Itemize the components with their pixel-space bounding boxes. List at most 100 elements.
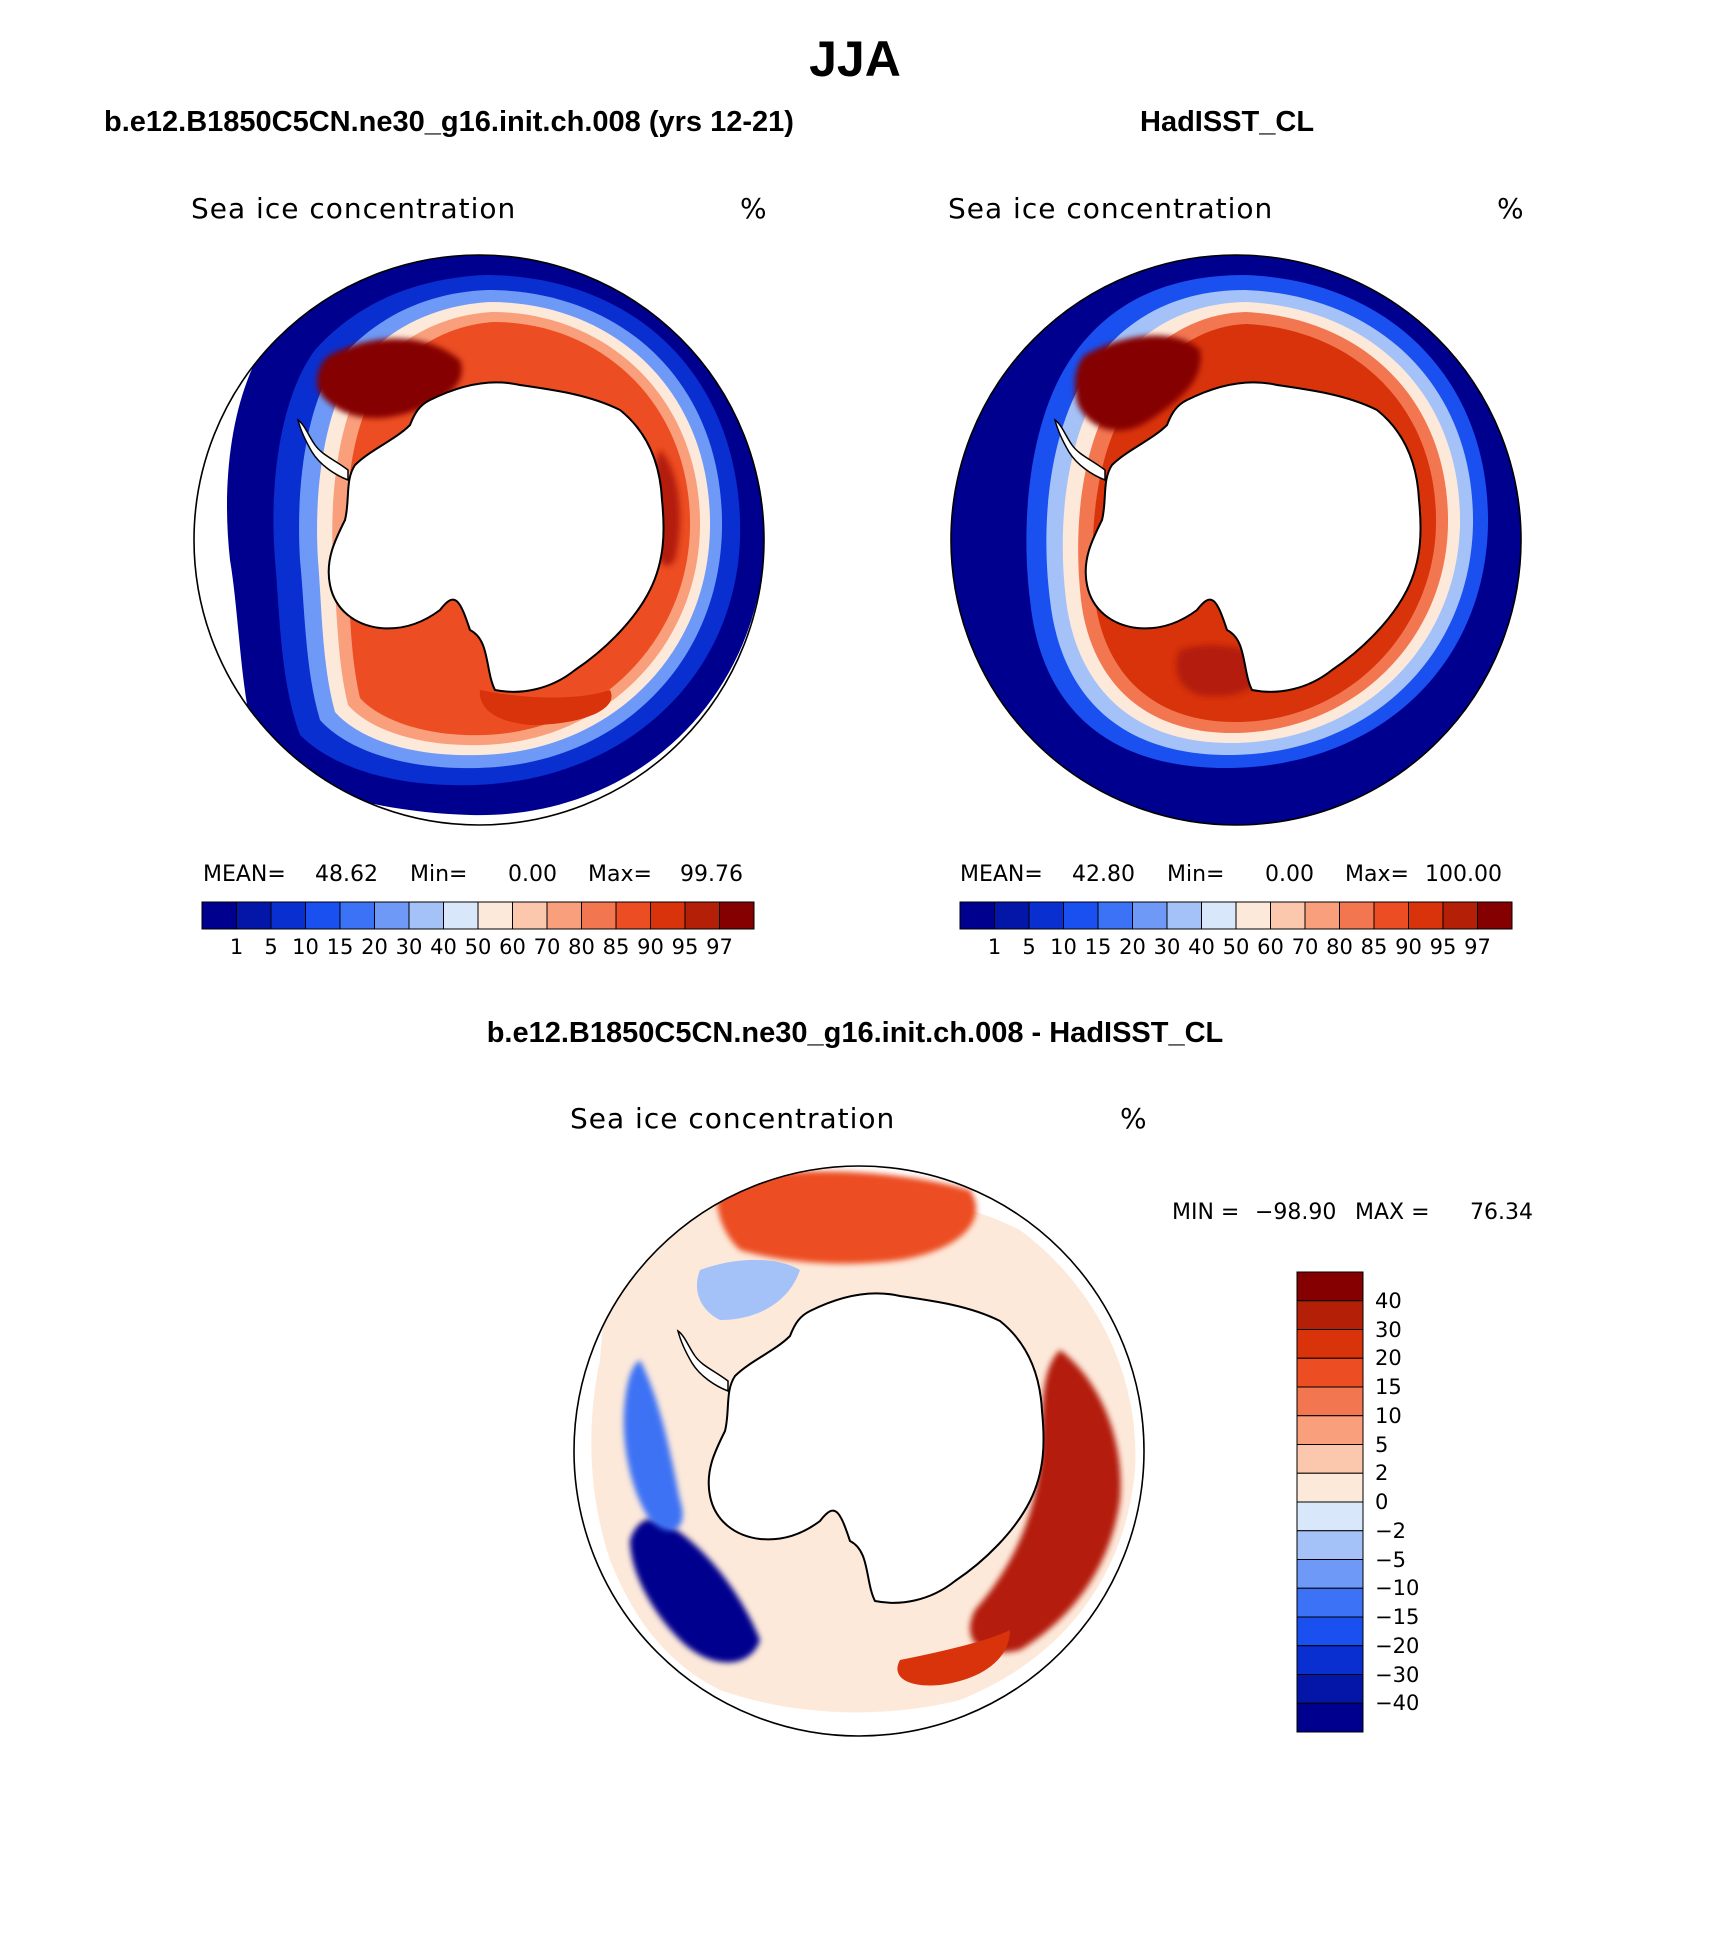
colorbar-2-cell — [959, 901, 995, 930]
colorbar-2-tick-label: 70 — [1291, 935, 1319, 959]
map-3-peninsula — [676, 1329, 729, 1393]
colorbar-2 — [959, 901, 1513, 930]
colorbar-1-tick-label: 97 — [706, 935, 733, 959]
panel-2-title: HadISST_CL — [1140, 106, 1315, 138]
colorbar-2-cell — [1132, 901, 1168, 930]
colorbar-1-cell — [270, 901, 306, 930]
colorbar-1-cell — [236, 901, 272, 930]
colorbar-3-cell — [1296, 1645, 1364, 1675]
colorbar-3-cell — [1296, 1674, 1364, 1704]
panel-2-units: % — [1497, 192, 1525, 225]
colorbar-2-cell — [1373, 901, 1409, 930]
colorbar-3-cell — [1296, 1587, 1364, 1618]
map-2-ice-field — [1026, 275, 1489, 769]
colorbar-1-tick-label: 50 — [464, 935, 492, 959]
colorbar-1-cell — [339, 901, 375, 930]
panel-2-variable: Sea ice concentration — [948, 192, 1274, 225]
map-2-southern-polar — [950, 254, 1522, 826]
colorbar-1-tick-label: 95 — [671, 935, 699, 959]
colorbar-2-cell — [1270, 901, 1306, 930]
colorbar-1-tick-label: 30 — [395, 935, 423, 959]
colorbar-2-cell — [1408, 901, 1444, 930]
panel-2-mean-label: MEAN= — [960, 862, 1043, 887]
colorbar-1-cell — [684, 901, 720, 930]
map-2-outline — [950, 254, 1522, 826]
map-3-positive-east — [970, 1350, 1121, 1653]
colorbar-2-cell — [1063, 901, 1099, 930]
colorbar-3-cell — [1296, 1300, 1364, 1330]
panel-3-title: b.e12.B1850C5CN.ne30_g16.init.ch.008 - H… — [486, 1017, 1224, 1049]
map-3-negative-west — [630, 1518, 760, 1663]
colorbar-2-tick-label: 85 — [1360, 935, 1388, 959]
panel-1-max-value: 99.76 — [680, 862, 743, 887]
panel-1-min-value: 0.00 — [508, 862, 557, 887]
colorbar-2-tick-label: 30 — [1153, 935, 1181, 959]
colorbar-2-tick-label: 40 — [1188, 935, 1215, 959]
colorbar-3-tick-label: −30 — [1375, 1662, 1420, 1687]
map-2-peninsula — [1053, 418, 1106, 482]
colorbar-3-tick-label: −2 — [1375, 1518, 1406, 1543]
colorbar-2-tick-label: 20 — [1119, 935, 1146, 959]
colorbar-2-tick-label: 15 — [1084, 935, 1112, 959]
panel-1-variable: Sea ice concentration — [191, 192, 517, 225]
map-2-max-ice-1 — [1074, 335, 1201, 431]
colorbar-2-cell — [1442, 901, 1478, 930]
colorbar-2-cell — [1304, 901, 1340, 930]
colorbar-3-cell — [1296, 1415, 1364, 1445]
colorbar-1-cell — [443, 901, 479, 930]
panel-1-min-label: Min= — [410, 862, 468, 887]
map-1-southern-polar — [193, 254, 765, 826]
colorbar-2-cell — [1097, 901, 1133, 930]
colorbar-3-cell — [1296, 1559, 1364, 1589]
colorbar-3-cell — [1296, 1329, 1364, 1359]
map-3-southern-polar-difference — [573, 1165, 1145, 1737]
panel-2-max-value: 100.00 — [1425, 862, 1502, 887]
colorbar-3-cell — [1296, 1501, 1364, 1532]
colorbar-1-cell — [719, 901, 755, 930]
colorbar-1-cell — [408, 901, 444, 930]
colorbar-2-tick-label: 60 — [1257, 935, 1284, 959]
panel-3-min-label: MIN = — [1172, 1200, 1240, 1225]
colorbar-1-tick-label: 5 — [264, 935, 278, 959]
panel-1-mean-value: 48.62 — [315, 862, 378, 887]
colorbar-2-cell — [1477, 901, 1513, 930]
map-1-max-ice-3 — [479, 690, 612, 725]
map-3-negative-peninsula — [623, 1360, 683, 1531]
figure-title: JJA — [809, 31, 901, 87]
colorbar-2-tick-label: 80 — [1326, 935, 1353, 959]
colorbar-3-cell — [1296, 1530, 1364, 1560]
panel-3-max-value: 76.34 — [1470, 1200, 1533, 1225]
colorbar-2-tick-label: 10 — [1050, 935, 1077, 959]
map-1-outline — [193, 254, 765, 826]
colorbar-1-tick-label: 15 — [326, 935, 354, 959]
colorbar-1-cell — [374, 901, 410, 930]
colorbar-3-cell — [1296, 1386, 1364, 1417]
colorbar-3-tick-label: −15 — [1375, 1605, 1420, 1629]
colorbar-3-tick-label: −10 — [1375, 1576, 1420, 1601]
colorbar-2-cell — [1166, 901, 1202, 930]
colorbar-1-cell — [512, 901, 548, 930]
map-3-positive-north — [716, 1171, 977, 1264]
colorbar-3-tick-label: −40 — [1375, 1691, 1420, 1716]
map-3-antarctica — [707, 1292, 1045, 1604]
map-1-ice-field — [227, 255, 764, 816]
map-2-antarctica — [1084, 381, 1422, 693]
panel-2-min-value: 0.00 — [1265, 862, 1314, 887]
colorbar-1-cell — [305, 901, 341, 930]
colorbar-1-tick-label: 85 — [602, 935, 630, 959]
colorbar-1-tick-label: 1 — [229, 935, 244, 959]
colorbar-1-tick-label: 20 — [361, 935, 388, 959]
colorbar-1-tick-label: 10 — [292, 935, 319, 959]
colorbar-3-tick-label: 2 — [1375, 1461, 1389, 1486]
colorbar-1-cell — [546, 901, 582, 930]
colorbar-2-cell — [1339, 901, 1375, 930]
panel-3-max-label: MAX = — [1355, 1200, 1430, 1225]
map-1-antarctica — [327, 381, 665, 693]
panel-3-variable: Sea ice concentration — [570, 1102, 896, 1135]
map-3-positive-south — [897, 1630, 1010, 1686]
colorbar-3-tick-label: 20 — [1375, 1346, 1402, 1371]
map-3-negative-weddell — [696, 1259, 800, 1320]
colorbar-2-tick-label: 50 — [1222, 935, 1250, 959]
panel-2-mean-value: 42.80 — [1072, 862, 1135, 887]
